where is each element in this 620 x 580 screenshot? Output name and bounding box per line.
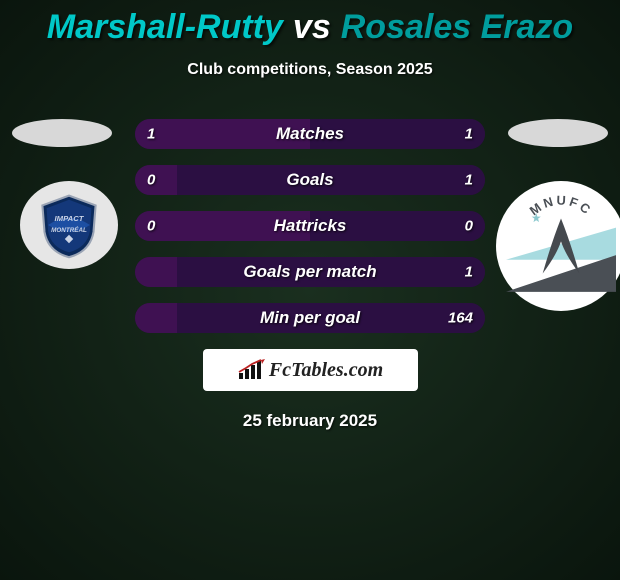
stat-row: Goals per match1 [135,257,485,287]
brand-logo: FcTables.com [203,349,418,391]
stat-row: Min per goal164 [135,303,485,333]
svg-text:MONTRÉAL: MONTRÉAL [51,225,87,234]
stat-label: Min per goal [135,308,485,328]
header: Marshall-Rutty vs Rosales Erazo Club com… [0,0,620,79]
stat-value-left: 1 [147,126,155,143]
stat-label: Hattricks [135,216,485,236]
stat-value-left: 0 [147,218,155,235]
montreal-crest-icon: IMPACT MONTRÉAL [34,190,104,260]
stat-value-right: 1 [465,264,473,281]
vs-label: vs [293,8,331,47]
comparison-section: IMPACT MONTRÉAL MNUFC Matches11Goals01Ha… [0,119,620,333]
player1-name: Marshall-Rutty [47,8,283,47]
chart-icon [237,359,265,381]
stat-row: Hattricks0 0 [135,211,485,241]
stat-label: Matches [135,124,485,144]
stat-label: Goals per match [135,262,485,282]
stat-value-left: 0 [147,172,155,189]
page-title: Marshall-Rutty vs Rosales Erazo [0,8,620,47]
mnufc-crest-icon: MNUFC [506,191,616,301]
date-label: 25 february 2025 [0,411,620,431]
team-badge-right: MNUFC [496,181,620,311]
stat-value-right: 1 [465,126,473,143]
ellipse-right [508,119,608,147]
stat-label: Goals [135,170,485,190]
brand-text: FcTables.com [269,359,383,382]
team-badge-left: IMPACT MONTRÉAL [20,181,118,269]
subtitle: Club competitions, Season 2025 [0,61,620,79]
stats-bars: Matches11Goals01Hattricks00Goals per mat… [135,119,485,333]
stat-value-right: 1 [465,172,473,189]
stat-row: Goals0 1 [135,165,485,195]
svg-text:IMPACT: IMPACT [55,214,85,223]
stat-row: Matches1 1 [135,119,485,149]
ellipse-left [12,119,112,147]
player2-name: Rosales Erazo [341,8,573,47]
stat-value-right: 164 [448,310,473,327]
stat-value-right: 0 [465,218,473,235]
